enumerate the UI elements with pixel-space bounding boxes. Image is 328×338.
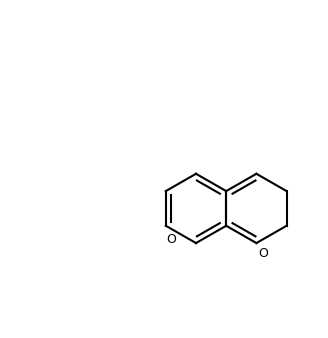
- Text: O: O: [167, 233, 176, 246]
- Text: O: O: [258, 247, 268, 260]
